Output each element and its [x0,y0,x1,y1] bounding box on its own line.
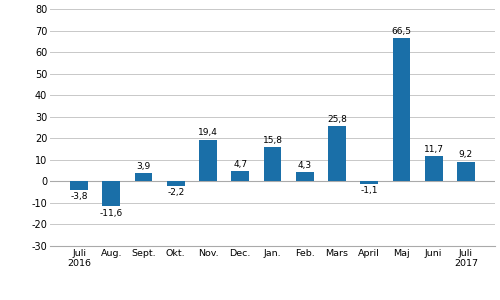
Text: -2,2: -2,2 [167,188,184,197]
Text: 11,7: 11,7 [424,145,444,154]
Text: 4,7: 4,7 [233,160,248,169]
Bar [264,147,281,182]
Bar [425,156,442,182]
Bar [102,182,120,206]
Text: -3,8: -3,8 [70,192,88,201]
Text: 3,9: 3,9 [136,162,150,171]
Bar [167,182,184,186]
Text: 25,8: 25,8 [327,115,347,124]
Bar [328,126,346,182]
Bar [457,161,475,182]
Bar [296,172,314,182]
Text: -11,6: -11,6 [100,208,123,217]
Text: 9,2: 9,2 [459,150,473,159]
Text: 66,5: 66,5 [392,27,411,36]
Bar [232,171,249,182]
Bar [199,140,217,182]
Text: 4,3: 4,3 [298,161,312,170]
Bar [70,182,88,190]
Text: -1,1: -1,1 [360,186,378,195]
Text: 15,8: 15,8 [262,136,282,145]
Text: 19,4: 19,4 [198,128,218,137]
Bar [360,182,378,184]
Bar [134,173,152,182]
Bar [392,38,410,182]
